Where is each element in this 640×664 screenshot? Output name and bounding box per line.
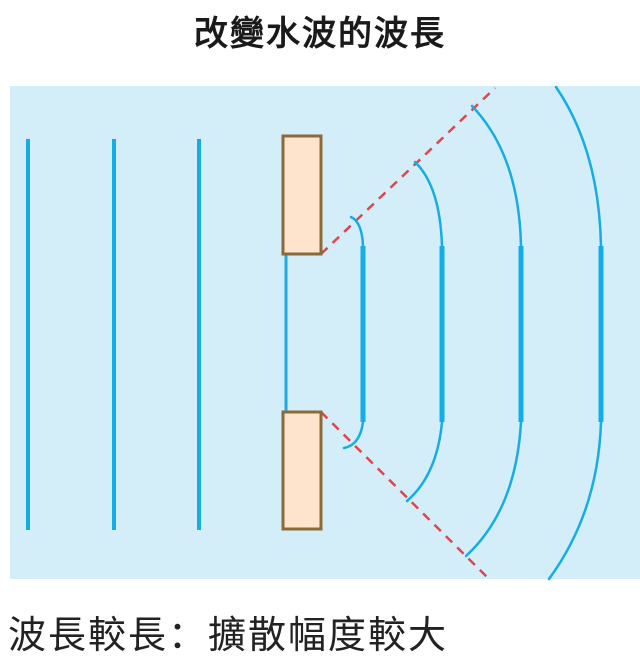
upper-barrier (281, 134, 323, 256)
lower-barrier (281, 410, 323, 531)
upper-spread-guide-line (320, 87, 496, 255)
diagram-caption: 波長較長：擴散幅度較大 (8, 613, 449, 657)
lower-spread-guide-line (320, 411, 490, 580)
water-tank (10, 86, 640, 579)
diagram-title: 改變水波的波長 (194, 14, 446, 54)
